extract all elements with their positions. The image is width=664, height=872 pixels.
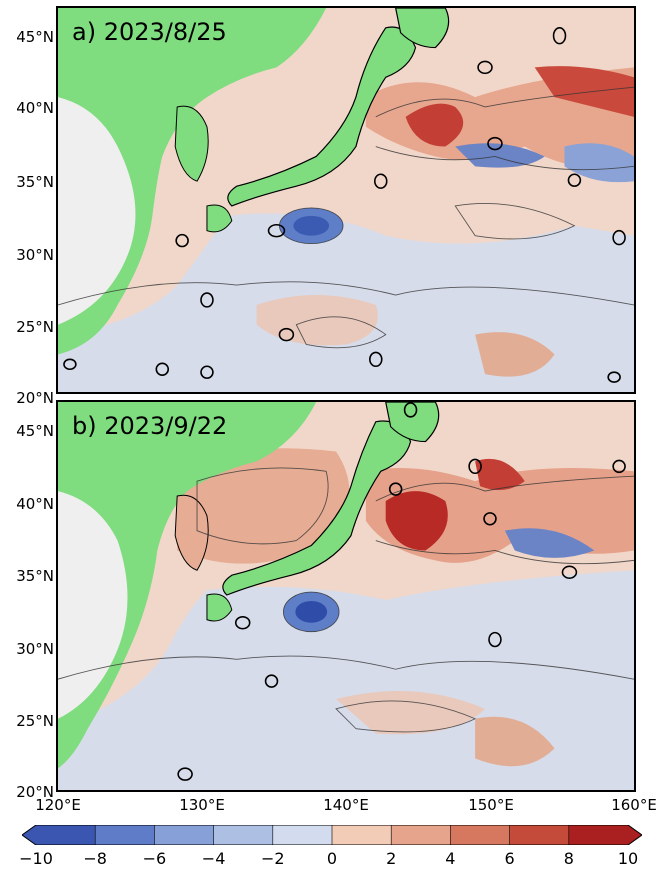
- lat-label-45-a: 45°N: [16, 28, 54, 46]
- kyushu: [206, 593, 233, 622]
- panel-a-title: a) 2023/8/25: [72, 18, 227, 46]
- colorbar-tick-label: 8: [563, 849, 574, 868]
- zero-contour-ellipses: [177, 402, 626, 781]
- map-a-svg: [58, 8, 634, 392]
- korean-peninsula: [174, 105, 209, 182]
- colorbar-segment: [213, 825, 274, 845]
- colorbar-segment: [95, 825, 155, 845]
- colorbar-segment: [272, 825, 333, 845]
- colorbar-tick-label: 10: [617, 849, 639, 868]
- colorbar-segment: [154, 825, 215, 845]
- colorbar-tick-label: −6: [142, 849, 167, 868]
- lon-label-160: 160°E: [611, 796, 657, 814]
- sea-of-japan-positive: [177, 448, 350, 564]
- colorbar-tick-label: −2: [261, 849, 285, 868]
- hokkaido: [395, 8, 450, 49]
- panel-b-title: b) 2023/9/22: [72, 412, 228, 440]
- lat-label-40-a: 40°N: [16, 99, 54, 117]
- map-panel-a: a) 2023/8/25: [56, 6, 636, 394]
- negative-core-far-e: [564, 143, 634, 183]
- positive-core-ne: [475, 458, 525, 491]
- colorbar-segment: [450, 825, 511, 845]
- zero-contour-ellipses: [63, 27, 626, 383]
- asian-continent: [58, 402, 317, 769]
- lat-label-45-b: 45°N: [16, 422, 54, 440]
- contour-lines: [58, 467, 634, 733]
- lat-label-30-b: 30°N: [16, 640, 54, 658]
- lat-label-20-b: 20°N: [16, 783, 54, 801]
- asian-continent: [58, 8, 327, 355]
- colorbar: [22, 825, 642, 845]
- lon-label-150: 150°E: [468, 796, 514, 814]
- continent-interior: [58, 97, 136, 325]
- strong-positive-core: [385, 491, 448, 551]
- positive-core-ne: [534, 66, 634, 117]
- lon-label-120: 120°E: [35, 796, 81, 814]
- colorbar-tick-label: −4: [201, 849, 226, 868]
- korean-peninsula-waters: [174, 494, 209, 571]
- continent-interior: [58, 491, 128, 719]
- colorbar-segment: [509, 825, 570, 845]
- positive-patch-se: [475, 332, 555, 377]
- lat-label-25-a: 25°N: [16, 318, 54, 336]
- japan-main-islands: [222, 420, 412, 596]
- colorbar-tick-label: 4: [445, 849, 456, 868]
- map-panel-b: b) 2023/9/22: [56, 400, 636, 792]
- colorbar-tick-label: 2: [386, 849, 397, 868]
- negative-core-e: [504, 528, 595, 558]
- lat-label-40-b: 40°N: [16, 495, 54, 513]
- colorbar-tick-label: 6: [504, 849, 515, 868]
- colorbar-tick-label: −10: [19, 849, 53, 868]
- hokkaido: [385, 402, 440, 443]
- colorbar-segment: [22, 825, 96, 845]
- positive-patch-se: [475, 716, 555, 767]
- weak-positive-patch: [256, 295, 378, 346]
- lon-label-130: 130°E: [179, 796, 225, 814]
- negative-core-e: [455, 143, 545, 168]
- lat-label-35-a: 35°N: [16, 173, 54, 191]
- contour-lines: [58, 86, 634, 349]
- map-b-svg: [58, 402, 634, 790]
- colorbar-segment: [568, 825, 642, 845]
- lat-label-35-b: 35°N: [16, 567, 54, 585]
- colorbar-segment: [391, 825, 451, 845]
- lat-label-30-a: 30°N: [16, 246, 54, 264]
- colorbar-tick-label: −8: [83, 849, 107, 868]
- kyushu: [206, 204, 233, 233]
- colorbar-segment: [332, 825, 392, 845]
- japan-main-islands: [227, 26, 417, 207]
- lat-label-20-a: 20°N: [16, 389, 54, 407]
- strong-positive-core: [405, 103, 464, 147]
- lat-label-25-b: 25°N: [16, 712, 54, 730]
- lon-label-140: 140°E: [323, 796, 369, 814]
- colorbar-tick-label: 0: [326, 849, 338, 868]
